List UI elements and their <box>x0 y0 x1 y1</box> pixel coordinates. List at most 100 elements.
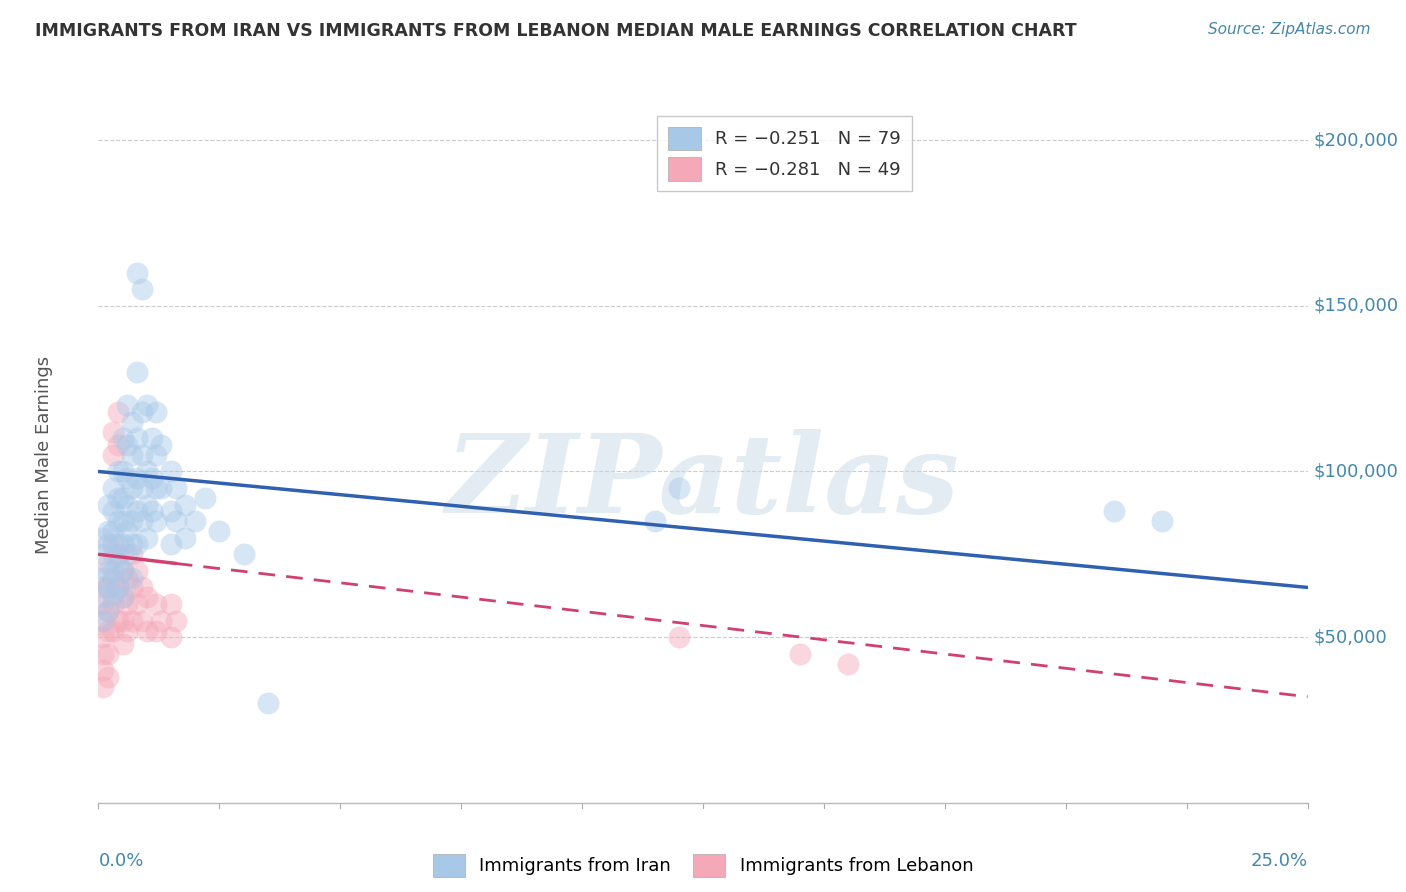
Point <box>135 498 157 512</box>
Point <box>127 431 149 445</box>
Text: 0.0%: 0.0% <box>98 852 143 870</box>
Point <box>135 398 157 412</box>
Point <box>121 614 143 628</box>
Point <box>91 614 114 628</box>
Point <box>97 581 120 595</box>
Point <box>91 570 114 584</box>
Point <box>101 524 124 538</box>
Point <box>117 570 139 584</box>
Point <box>131 282 153 296</box>
Point <box>145 448 167 462</box>
Point <box>97 581 120 595</box>
Point <box>107 537 129 551</box>
Point <box>111 591 134 605</box>
Point <box>135 531 157 545</box>
Point <box>194 491 217 505</box>
Text: IMMIGRANTS FROM IRAN VS IMMIGRANTS FROM LEBANON MEDIAN MALE EARNINGS CORRELATION: IMMIGRANTS FROM IRAN VS IMMIGRANTS FROM … <box>35 22 1077 40</box>
Point <box>131 448 153 462</box>
Point <box>127 504 149 518</box>
Point <box>107 581 129 595</box>
Point <box>131 514 153 528</box>
Point <box>127 537 149 551</box>
Point <box>145 624 167 638</box>
Point <box>107 465 129 479</box>
Point <box>127 597 149 611</box>
Point <box>111 465 134 479</box>
Point <box>107 491 129 505</box>
Point <box>97 670 120 684</box>
Point <box>145 405 167 419</box>
Point <box>145 597 167 611</box>
Point <box>121 570 143 584</box>
Text: $200,000: $200,000 <box>1313 131 1399 149</box>
Point <box>145 514 167 528</box>
Point <box>91 581 114 595</box>
Point <box>91 597 114 611</box>
Point <box>101 425 124 439</box>
Point <box>97 558 120 572</box>
Point <box>165 481 187 495</box>
Point <box>135 591 157 605</box>
Point <box>91 547 114 561</box>
Point <box>668 630 690 644</box>
Text: ZIPatlas: ZIPatlas <box>446 429 960 536</box>
Point <box>127 564 149 578</box>
Point <box>127 471 149 485</box>
Point <box>117 524 139 538</box>
Point <box>121 514 143 528</box>
Point <box>160 630 183 644</box>
Point <box>160 537 183 551</box>
Point <box>111 614 134 628</box>
Point <box>91 680 114 694</box>
Point <box>837 657 859 671</box>
Point <box>101 570 124 584</box>
Point <box>97 647 120 661</box>
Point <box>117 498 139 512</box>
Point <box>97 524 120 538</box>
Point <box>160 597 183 611</box>
Point <box>111 537 134 551</box>
Point <box>101 448 124 462</box>
Point <box>184 514 207 528</box>
Point <box>121 547 143 561</box>
Point <box>111 591 134 605</box>
Point <box>117 471 139 485</box>
Point <box>101 564 124 578</box>
Point <box>117 624 139 638</box>
Point <box>141 471 163 485</box>
Point <box>145 481 167 495</box>
Point <box>91 647 114 661</box>
Point <box>107 581 129 595</box>
Point <box>256 697 278 711</box>
Point <box>91 614 114 628</box>
Point <box>107 614 129 628</box>
Point <box>117 547 139 561</box>
Point <box>101 481 124 495</box>
Point <box>160 504 183 518</box>
Point <box>91 531 114 545</box>
Point <box>789 647 811 661</box>
Point <box>121 415 143 429</box>
Point <box>97 537 120 551</box>
Point <box>160 465 183 479</box>
Point <box>97 498 120 512</box>
Point <box>668 481 690 495</box>
Point <box>101 547 124 561</box>
Point <box>111 637 134 651</box>
Point <box>101 537 124 551</box>
Point <box>232 547 254 561</box>
Point <box>131 614 153 628</box>
Point <box>165 614 187 628</box>
Point <box>97 604 120 618</box>
Point <box>121 537 143 551</box>
Point <box>111 564 134 578</box>
Point <box>111 514 134 528</box>
Point <box>121 581 143 595</box>
Point <box>107 405 129 419</box>
Point <box>107 547 129 561</box>
Point <box>107 558 129 572</box>
Text: $100,000: $100,000 <box>1313 462 1399 481</box>
Point <box>97 564 120 578</box>
Legend: Immigrants from Iran, Immigrants from Lebanon: Immigrants from Iran, Immigrants from Le… <box>425 847 981 884</box>
Point <box>111 564 134 578</box>
